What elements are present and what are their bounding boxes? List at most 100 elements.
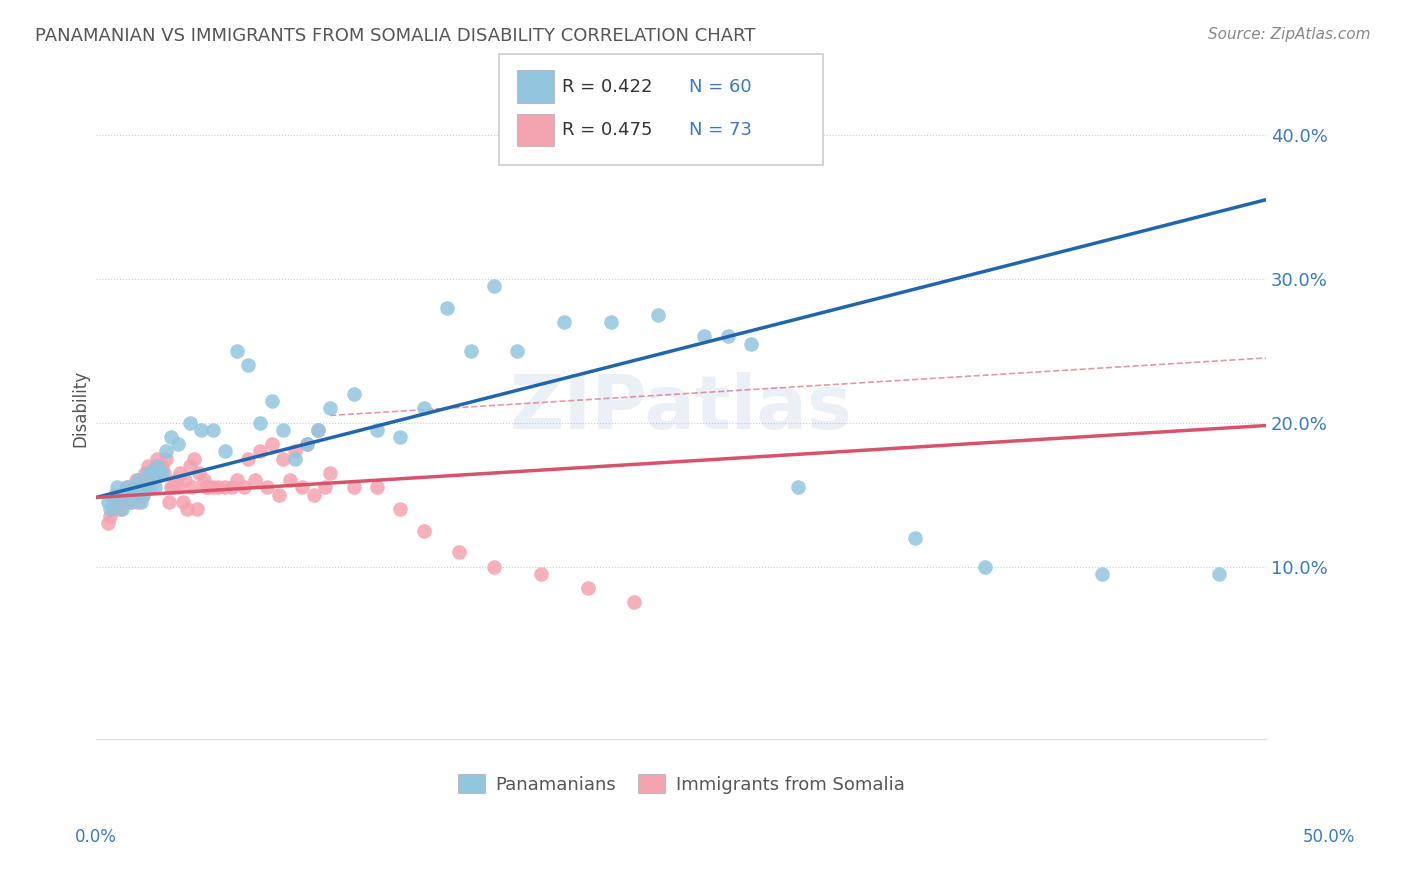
Point bbox=[120, 495, 142, 509]
Point bbox=[1208, 566, 1230, 581]
Point bbox=[249, 444, 271, 458]
Point bbox=[319, 401, 342, 416]
Point bbox=[141, 466, 163, 480]
Point bbox=[207, 480, 229, 494]
Point bbox=[342, 387, 364, 401]
Point bbox=[225, 343, 247, 358]
Point bbox=[284, 451, 307, 466]
Text: ZIPatlas: ZIPatlas bbox=[510, 372, 852, 445]
Point bbox=[717, 329, 740, 343]
Point bbox=[129, 495, 152, 509]
Point bbox=[155, 451, 177, 466]
Point bbox=[273, 423, 295, 437]
Point bbox=[186, 502, 208, 516]
Point bbox=[238, 451, 260, 466]
Point bbox=[302, 487, 325, 501]
Point bbox=[134, 480, 156, 494]
Point bbox=[260, 394, 283, 409]
Point bbox=[127, 495, 149, 509]
Point bbox=[193, 473, 215, 487]
Point bbox=[576, 581, 599, 595]
Point bbox=[183, 451, 205, 466]
Point bbox=[108, 502, 131, 516]
Point bbox=[238, 358, 260, 372]
Point bbox=[122, 487, 145, 501]
Point bbox=[132, 487, 155, 501]
Point bbox=[295, 437, 318, 451]
Point bbox=[214, 480, 236, 494]
Point bbox=[101, 502, 124, 516]
Point bbox=[482, 559, 505, 574]
Point bbox=[599, 315, 621, 329]
Point bbox=[307, 423, 329, 437]
Point bbox=[195, 480, 218, 494]
Y-axis label: Disability: Disability bbox=[72, 369, 89, 447]
Point bbox=[506, 343, 529, 358]
Point bbox=[146, 458, 169, 473]
Point bbox=[134, 466, 156, 480]
Point bbox=[366, 480, 388, 494]
Point bbox=[169, 466, 191, 480]
Point bbox=[148, 466, 170, 480]
Point bbox=[115, 480, 138, 494]
Point bbox=[307, 423, 329, 437]
Point bbox=[447, 545, 470, 559]
Point bbox=[148, 466, 170, 480]
Point bbox=[232, 480, 254, 494]
Point bbox=[122, 480, 145, 494]
Point bbox=[165, 473, 187, 487]
Point bbox=[112, 487, 135, 501]
Point bbox=[553, 315, 575, 329]
Point bbox=[260, 437, 283, 451]
Point bbox=[104, 502, 127, 516]
Point bbox=[118, 487, 141, 501]
Point bbox=[127, 473, 149, 487]
Point bbox=[97, 495, 120, 509]
Point bbox=[112, 495, 135, 509]
Point bbox=[974, 559, 997, 574]
Point bbox=[115, 480, 138, 494]
Point bbox=[105, 495, 128, 509]
Point bbox=[139, 480, 162, 494]
Point bbox=[389, 502, 412, 516]
Point bbox=[143, 458, 166, 473]
Point bbox=[150, 458, 173, 473]
Point bbox=[155, 444, 177, 458]
Point bbox=[129, 480, 152, 494]
Point bbox=[174, 473, 197, 487]
Point bbox=[188, 466, 211, 480]
Point bbox=[389, 430, 412, 444]
Point bbox=[160, 430, 183, 444]
Point bbox=[190, 423, 212, 437]
Point bbox=[141, 466, 163, 480]
Point bbox=[256, 480, 278, 494]
Point bbox=[214, 444, 236, 458]
Point bbox=[111, 502, 134, 516]
Point bbox=[120, 495, 142, 509]
Point bbox=[146, 451, 169, 466]
Point bbox=[249, 416, 271, 430]
Point bbox=[647, 308, 669, 322]
Point bbox=[693, 329, 716, 343]
Point bbox=[132, 487, 155, 501]
Point bbox=[623, 595, 645, 609]
Point bbox=[181, 480, 204, 494]
Point bbox=[136, 466, 159, 480]
Point bbox=[157, 495, 180, 509]
Point bbox=[284, 444, 307, 458]
Point bbox=[1091, 566, 1114, 581]
Text: N = 60: N = 60 bbox=[689, 78, 752, 95]
Point bbox=[143, 480, 166, 494]
Point bbox=[162, 480, 184, 494]
Point bbox=[179, 416, 201, 430]
Point bbox=[295, 437, 318, 451]
Point bbox=[160, 480, 183, 494]
Legend: Panamanians, Immigrants from Somalia: Panamanians, Immigrants from Somalia bbox=[449, 765, 914, 803]
Point bbox=[319, 466, 342, 480]
Point bbox=[104, 487, 127, 501]
Point bbox=[460, 343, 482, 358]
Text: Source: ZipAtlas.com: Source: ZipAtlas.com bbox=[1208, 27, 1371, 42]
Point bbox=[172, 495, 194, 509]
Point bbox=[125, 480, 148, 494]
Point bbox=[482, 279, 505, 293]
